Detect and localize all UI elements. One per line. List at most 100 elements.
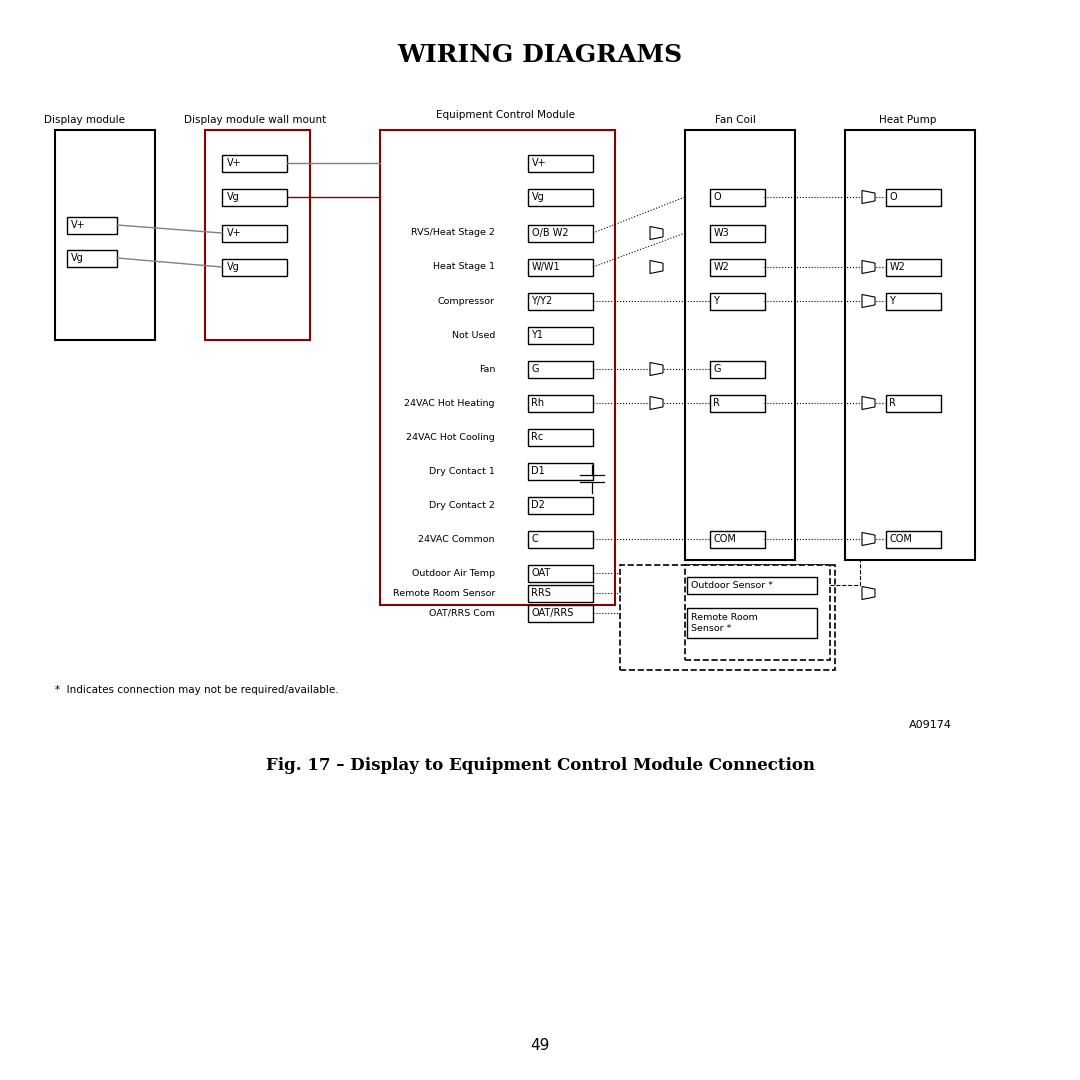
Text: Not Used: Not Used: [451, 330, 495, 339]
Text: V+: V+: [227, 228, 241, 238]
Bar: [527, 584, 593, 602]
Text: Outdoor Sensor *: Outdoor Sensor *: [691, 581, 773, 590]
Text: Dry Contact 2: Dry Contact 2: [429, 500, 495, 510]
Bar: [527, 530, 593, 548]
Bar: [205, 130, 310, 340]
Polygon shape: [650, 260, 663, 273]
Bar: [527, 326, 593, 343]
Text: O: O: [890, 192, 897, 202]
Text: G: G: [531, 364, 539, 374]
Bar: [685, 130, 795, 561]
Text: WIRING DIAGRAMS: WIRING DIAGRAMS: [397, 43, 683, 67]
Bar: [710, 394, 765, 411]
Text: Rh: Rh: [531, 399, 544, 408]
Bar: [710, 293, 765, 310]
Text: Dry Contact 1: Dry Contact 1: [429, 467, 495, 475]
Polygon shape: [862, 586, 875, 599]
Polygon shape: [650, 396, 663, 409]
Text: Equipment Control Module: Equipment Control Module: [435, 110, 575, 120]
Text: Rc: Rc: [531, 432, 543, 442]
Bar: [710, 225, 765, 242]
Text: Y1: Y1: [531, 330, 543, 340]
Text: Vg: Vg: [71, 253, 84, 264]
Text: 24VAC Hot Cooling: 24VAC Hot Cooling: [406, 432, 495, 442]
Bar: [55, 130, 156, 340]
Bar: [886, 258, 941, 275]
Bar: [527, 293, 593, 310]
Text: R: R: [890, 399, 896, 408]
Bar: [67, 216, 117, 233]
Text: W2: W2: [714, 262, 729, 272]
Text: Y/Y2: Y/Y2: [531, 296, 553, 306]
Text: OAT/RRS Com: OAT/RRS Com: [429, 608, 495, 618]
Bar: [687, 577, 816, 594]
Bar: [886, 293, 941, 310]
Text: Vg: Vg: [531, 192, 544, 202]
Bar: [527, 497, 593, 513]
Text: OAT/RRS: OAT/RRS: [531, 608, 573, 618]
Polygon shape: [650, 227, 663, 240]
Bar: [222, 258, 287, 275]
Bar: [527, 258, 593, 275]
Bar: [886, 530, 941, 548]
Text: COM: COM: [714, 534, 737, 544]
Text: O: O: [714, 192, 721, 202]
Bar: [527, 605, 593, 621]
Text: R: R: [714, 399, 720, 408]
Text: A09174: A09174: [908, 720, 951, 730]
Text: Y: Y: [714, 296, 719, 306]
Text: Vg: Vg: [227, 192, 240, 202]
Text: RVS/Heat Stage 2: RVS/Heat Stage 2: [411, 229, 495, 238]
Text: O/B W2: O/B W2: [531, 228, 568, 238]
Bar: [222, 189, 287, 205]
Text: G: G: [714, 364, 721, 374]
Bar: [710, 361, 765, 378]
Text: RRS: RRS: [531, 588, 552, 598]
Polygon shape: [862, 295, 875, 308]
Text: 24VAC Common: 24VAC Common: [419, 535, 495, 543]
Text: Outdoor Air Temp: Outdoor Air Temp: [411, 568, 495, 578]
Bar: [886, 189, 941, 205]
Polygon shape: [862, 532, 875, 545]
Text: Vg: Vg: [227, 262, 240, 272]
Text: Remote Room
Sensor *: Remote Room Sensor *: [691, 613, 758, 633]
Bar: [527, 189, 593, 205]
Bar: [67, 249, 117, 267]
Text: V+: V+: [71, 220, 85, 230]
Polygon shape: [862, 260, 875, 273]
Text: 24VAC Hot Heating: 24VAC Hot Heating: [405, 399, 495, 407]
Bar: [710, 530, 765, 548]
Text: V+: V+: [531, 158, 546, 168]
Text: Y: Y: [890, 296, 895, 306]
Text: 49: 49: [530, 1038, 550, 1053]
Bar: [527, 394, 593, 411]
Text: D1: D1: [531, 465, 545, 476]
Text: Fig. 17 – Display to Equipment Control Module Connection: Fig. 17 – Display to Equipment Control M…: [266, 756, 814, 773]
Text: W/W1: W/W1: [531, 262, 561, 272]
Text: COM: COM: [890, 534, 913, 544]
Text: Heat Pump: Heat Pump: [879, 114, 936, 125]
Bar: [685, 565, 831, 660]
Bar: [710, 189, 765, 205]
Text: V+: V+: [227, 158, 241, 168]
Polygon shape: [862, 396, 875, 409]
Text: Fan Coil: Fan Coil: [715, 114, 755, 125]
Text: OAT: OAT: [531, 568, 551, 578]
Bar: [380, 130, 615, 605]
Text: D2: D2: [531, 500, 545, 510]
Bar: [886, 394, 941, 411]
Text: Remote Room Sensor: Remote Room Sensor: [393, 589, 495, 597]
Text: Compressor: Compressor: [438, 297, 495, 306]
Text: W2: W2: [890, 262, 905, 272]
Polygon shape: [650, 363, 663, 376]
Text: Display module wall mount: Display module wall mount: [184, 114, 326, 125]
Bar: [687, 608, 816, 638]
Text: C: C: [531, 534, 538, 544]
Bar: [845, 130, 975, 561]
Bar: [527, 565, 593, 581]
Bar: [222, 154, 287, 172]
Text: Fan: Fan: [478, 365, 495, 374]
Text: Display module: Display module: [44, 114, 125, 125]
Text: W3: W3: [714, 228, 729, 238]
Text: Heat Stage 1: Heat Stage 1: [433, 262, 495, 271]
